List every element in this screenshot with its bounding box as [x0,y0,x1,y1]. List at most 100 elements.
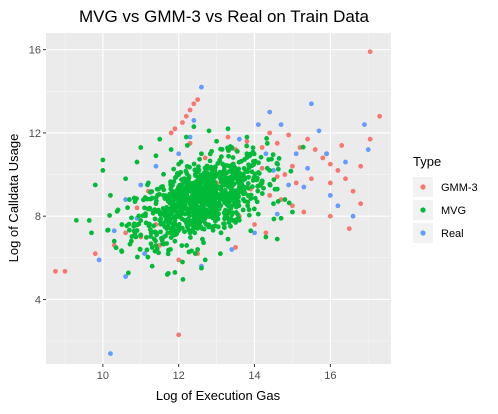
data-point [125,205,130,211]
data-point [127,197,132,202]
data-point [168,130,174,136]
data-point [168,179,173,185]
data-point [213,192,219,198]
data-point [199,207,205,213]
legend-label: MVG [441,205,466,217]
data-point [243,168,249,174]
data-point [254,177,260,183]
data-point [316,128,322,134]
data-point [256,171,262,176]
data-point [166,207,172,212]
data-point [234,148,240,154]
data-point [264,140,270,146]
data-point [145,254,151,260]
data-point [249,169,255,175]
data-point [148,241,154,247]
data-point [165,220,171,226]
data-point [195,217,201,223]
data-point [252,222,257,227]
data-point [225,216,231,221]
data-point [184,222,190,228]
data-point [193,173,198,178]
data-point [305,165,310,171]
data-point [221,225,227,231]
data-point [182,199,188,205]
data-point [362,122,367,127]
data-point [183,168,189,174]
data-point [199,151,204,157]
data-point [166,217,171,222]
data-point [278,215,284,221]
data-point [96,257,102,263]
data-point [176,200,182,206]
data-point [134,159,140,165]
data-point [236,136,242,142]
data-point [327,180,333,186]
data-point [153,238,158,244]
data-point [244,143,250,149]
data-point [290,163,295,169]
data-point [53,268,58,274]
data-point [62,268,68,274]
data-point [225,192,231,198]
data-point [171,166,177,172]
data-point [367,136,373,142]
data-point [186,174,192,179]
data-point [236,166,242,172]
data-point [148,196,153,202]
data-point [100,167,106,173]
data-point [255,122,261,127]
data-point [206,165,212,171]
data-point [180,259,185,265]
data-point [236,172,242,177]
data-point [147,221,152,227]
data-point [270,152,276,158]
data-point [137,246,143,252]
y-axis-label: Log of Calldata Usage [6,134,21,263]
data-point [236,159,242,165]
data-point [126,221,132,227]
data-point [219,170,225,176]
data-point [290,203,295,209]
data-point [199,192,204,198]
data-point [199,226,205,231]
data-point [209,172,215,177]
data-point [335,167,341,173]
data-point [92,182,98,188]
data-point [187,134,193,140]
data-point [235,199,241,204]
data-point [256,160,261,166]
data-point [232,164,237,170]
data-point [358,163,364,169]
data-point [259,191,265,196]
data-point [217,251,223,257]
data-points [53,49,383,356]
y-tick-label: 8 [35,211,41,223]
data-point [274,186,280,192]
x-axis-label: Log of Execution Gas [156,388,281,403]
data-point [115,207,121,213]
data-point [169,195,174,200]
data-point [133,234,139,240]
data-point [151,223,157,229]
data-point [191,222,197,227]
data-point [193,194,199,200]
data-point [202,155,208,161]
data-point [206,180,212,186]
legend-key-marker [420,230,426,236]
data-point [267,192,273,198]
data-point [350,213,356,219]
data-point [123,197,129,202]
data-point [111,238,117,244]
data-point [119,249,125,254]
data-point [100,157,106,163]
data-point [73,217,79,223]
data-point [343,159,348,165]
data-point [159,238,165,243]
data-point [147,227,153,233]
data-point [138,218,144,223]
data-point [176,172,182,177]
data-point [254,199,260,205]
data-point [222,221,227,227]
